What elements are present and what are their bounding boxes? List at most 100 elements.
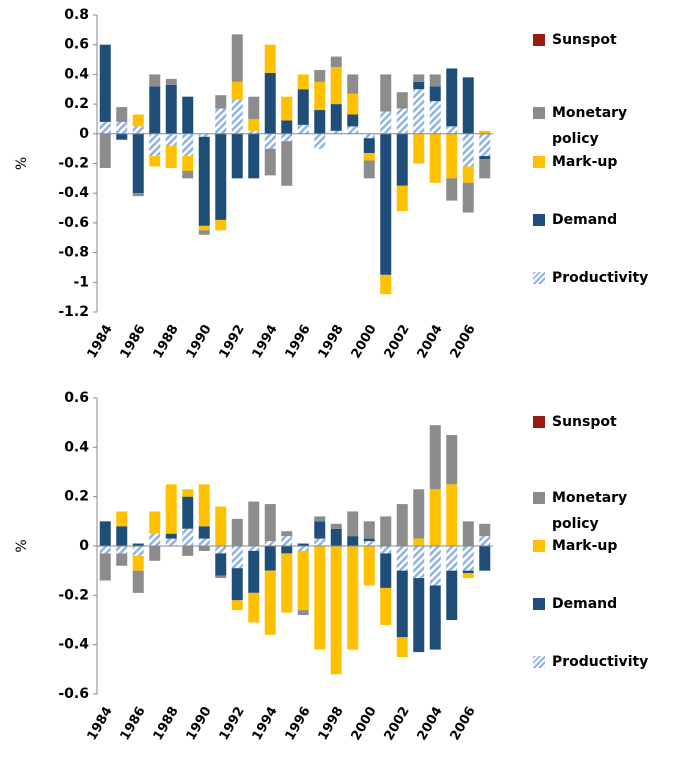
- bar-segment: [429, 585, 441, 650]
- bar-segment: [165, 533, 177, 539]
- y-tick-label: 0.8: [64, 7, 89, 23]
- bar-segment: [429, 489, 441, 546]
- bar-segment: [314, 69, 326, 82]
- legend-swatch: [533, 416, 545, 428]
- x-tick-label: 1986: [118, 322, 149, 361]
- bar-segment: [446, 546, 458, 571]
- bar-segment: [396, 133, 408, 186]
- bar-segment: [248, 133, 260, 179]
- bar-segment: [380, 546, 392, 554]
- bar-segment: [363, 546, 375, 586]
- bar-segment: [149, 546, 161, 561]
- bar-segment: [149, 74, 161, 87]
- legend-label: Demand: [552, 596, 618, 612]
- legend-swatch: [533, 214, 545, 226]
- x-tick-label: 1994: [250, 704, 281, 743]
- bar-segment: [396, 504, 408, 546]
- x-tick-label: 1996: [283, 322, 314, 361]
- bar-segment: [99, 521, 111, 546]
- bar-segment: [380, 516, 392, 546]
- bar-segment: [446, 435, 458, 485]
- bar-segment: [99, 546, 111, 554]
- legend-label: Sunspot: [552, 32, 617, 48]
- bar-segment: [297, 550, 309, 611]
- x-tick-label: 1988: [151, 322, 182, 361]
- x-tick-label: 1984: [85, 704, 116, 743]
- x-tick-label: 1998: [316, 322, 347, 361]
- bar-segment: [297, 89, 309, 125]
- bar-segment: [462, 546, 474, 571]
- bar-segment: [281, 531, 293, 537]
- bar-segment: [132, 570, 144, 593]
- bar-segment: [380, 133, 392, 275]
- bar-segment: [215, 553, 227, 576]
- bar-segment: [413, 89, 425, 134]
- bar-segment: [198, 546, 210, 551]
- bar-segment: [248, 130, 260, 134]
- bar-segment: [314, 538, 326, 546]
- bar-segment: [182, 156, 194, 171]
- bar-segment: [347, 536, 359, 546]
- bar-segment: [413, 133, 425, 164]
- bar-segment: [330, 528, 342, 546]
- y-tick-label: 0.4: [64, 66, 89, 82]
- y-tick-label: -0.4: [58, 637, 89, 653]
- bar-segment: [297, 124, 309, 134]
- bar-segment: [380, 274, 392, 295]
- bar-segment: [231, 99, 243, 134]
- bar-segment: [413, 538, 425, 546]
- legend-label: Productivity: [552, 654, 649, 670]
- y-tick-label: 0: [79, 126, 89, 142]
- legend-swatch: [533, 492, 545, 504]
- bar-segment: [314, 521, 326, 539]
- bar-segment: [363, 541, 375, 546]
- legend-label: Sunspot: [552, 414, 617, 430]
- bar-segment: [231, 133, 243, 179]
- bar-segment: [215, 108, 227, 134]
- bar-segment: [198, 484, 210, 527]
- bar-segment: [231, 518, 243, 546]
- bar-segment: [182, 528, 194, 546]
- x-tick-label: 1992: [217, 322, 248, 361]
- bar-segment: [132, 114, 144, 127]
- bar-segment: [149, 533, 161, 546]
- bar-segment: [297, 610, 309, 616]
- x-tick-label: 1990: [184, 704, 215, 743]
- bar-segment: [330, 56, 342, 67]
- bar-segment: [281, 96, 293, 121]
- bar-segment: [231, 600, 243, 611]
- bar-segment: [264, 44, 276, 73]
- bar-segment: [132, 133, 144, 194]
- bar-segment: [215, 133, 227, 220]
- bar-segment: [380, 74, 392, 112]
- bar-segment: [248, 592, 260, 623]
- bar-segment: [363, 160, 375, 179]
- bar-segment: [165, 133, 177, 146]
- x-tick-label: 2002: [382, 704, 413, 743]
- bar-segment: [281, 141, 293, 186]
- bar-segment: [215, 219, 227, 231]
- bar-segment: [347, 74, 359, 94]
- x-tick-label: 2000: [349, 704, 380, 743]
- bar-segment: [116, 526, 128, 546]
- bar-segment: [132, 193, 144, 197]
- y-tick-label: -0.2: [58, 587, 89, 603]
- bar-segment: [182, 133, 194, 157]
- bar-segment: [297, 74, 309, 90]
- bar-segment: [413, 546, 425, 579]
- bar-segment: [429, 86, 441, 102]
- y-tick-label: 0: [79, 538, 89, 554]
- y-tick-label: 0.2: [64, 96, 89, 112]
- legend-label: Monetary policy: [552, 105, 628, 147]
- bar-segment: [363, 538, 375, 542]
- bar-segment: [198, 225, 210, 231]
- legend-swatch: [533, 34, 545, 46]
- bar-segment: [198, 136, 210, 226]
- bar-segment: [264, 570, 276, 635]
- bar-segment: [231, 546, 243, 569]
- bar-segment: [479, 159, 491, 179]
- bar-segment: [363, 133, 375, 139]
- bar-segment: [182, 546, 194, 556]
- x-tick-label: 2006: [448, 322, 479, 361]
